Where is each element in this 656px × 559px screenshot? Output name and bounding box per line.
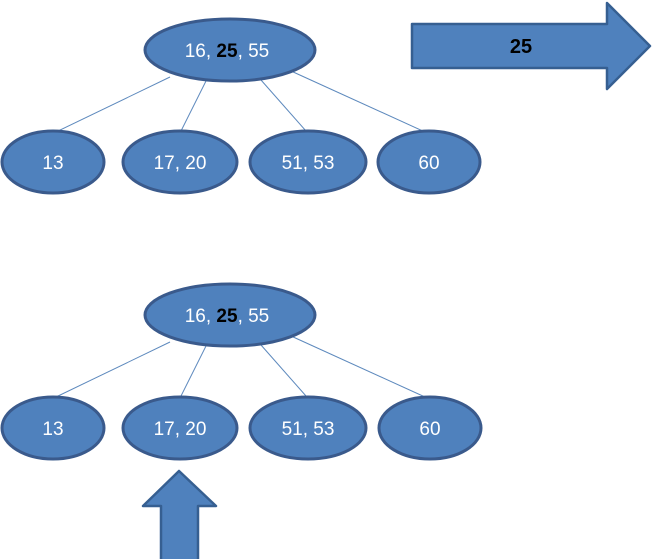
node-child-4: [376, 129, 482, 195]
node-child-1: [0, 129, 106, 195]
node-child-label: 60: [418, 153, 439, 174]
node-child-1: [0, 395, 106, 461]
connector-line: [260, 79, 307, 132]
tree-before: 16, 25, 55 13 17, 20 51, 53 60: [0, 17, 482, 195]
node-child-3: [248, 395, 368, 461]
split-arrow-label: 25: [510, 36, 532, 58]
node-root-label: 16, 25, 55: [185, 41, 270, 62]
node-child-label: 17, 20: [154, 419, 207, 440]
node-child-2: [121, 395, 239, 461]
connector-line: [290, 335, 426, 398]
connector-line: [260, 344, 307, 397]
node-child-label: 51, 53: [282, 153, 335, 174]
node-root: [143, 282, 317, 348]
connector-line: [55, 341, 171, 398]
node-child-3: [248, 129, 368, 195]
node-child-label: 13: [42, 419, 63, 440]
node-child-label: 51, 53: [282, 419, 335, 440]
connector-line: [180, 345, 207, 397]
connector-line: [180, 80, 207, 132]
node-child-label: 13: [42, 153, 63, 174]
node-child-2: [121, 129, 239, 195]
node-root-label: 16, 25, 55: [185, 306, 270, 327]
right-arrow-icon: [410, 1, 652, 91]
tree-after: 16, 25, 55 13 17, 20 51, 53 60: [0, 282, 483, 461]
connector-line: [290, 70, 426, 133]
node-child-label: 17, 20: [154, 153, 207, 174]
node-root: [143, 17, 317, 83]
node-child-label: 60: [419, 419, 440, 440]
connector-line: [55, 76, 171, 133]
split-right-arrow: 25: [410, 1, 652, 91]
insert-pointer-up-arrow-icon: [141, 469, 218, 559]
node-child-4: [377, 395, 483, 461]
